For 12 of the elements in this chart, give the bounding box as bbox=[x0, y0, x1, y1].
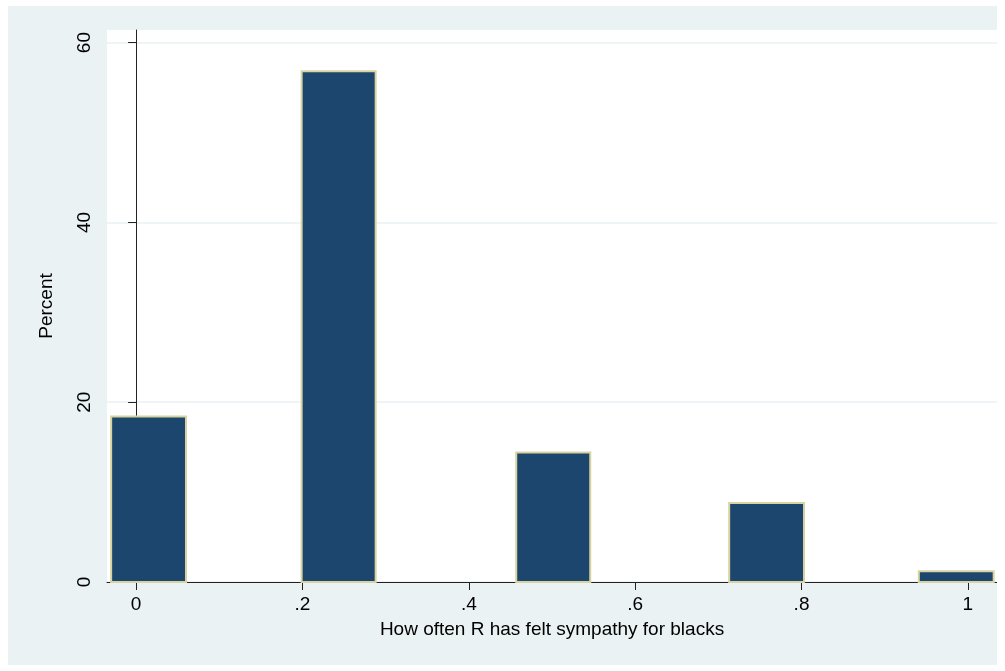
x-tick-label: 1 bbox=[962, 593, 974, 614]
x-axis-title: How often R has felt sympathy for blacks bbox=[379, 618, 725, 639]
y-axis-title: Percent bbox=[35, 272, 56, 339]
x-tick-label: 0 bbox=[130, 593, 142, 614]
y-tick-label: 20 bbox=[73, 391, 94, 413]
y-tick-label: 40 bbox=[73, 211, 94, 233]
x-tick-label: .4 bbox=[460, 593, 478, 614]
x-tick-label: .8 bbox=[793, 593, 810, 614]
x-tick-label: .2 bbox=[294, 593, 311, 614]
y-tick-label: 0 bbox=[73, 576, 94, 588]
y-tick-label: 60 bbox=[73, 32, 94, 54]
x-tick-label: .6 bbox=[627, 593, 644, 614]
